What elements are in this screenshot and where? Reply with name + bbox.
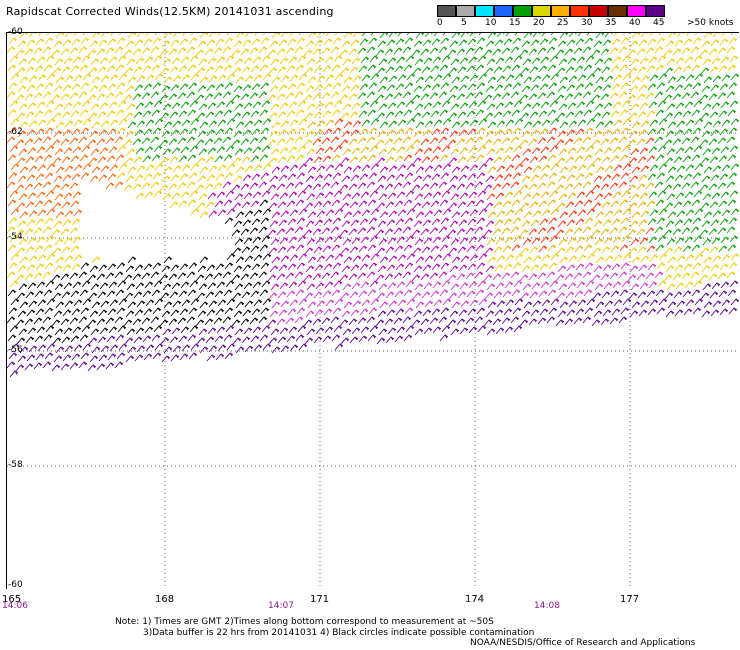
wind-barb-group [268,262,664,326]
lat-label-bottom: -60 [8,580,23,590]
legend-tick: 5 [461,18,467,28]
note-line-1: Note: 1) Times are GMT 2)Times along bot… [115,617,494,627]
legend-swatch [627,5,646,17]
legend-swatch [570,5,589,17]
time-label-1406: 14:06 [2,601,28,611]
wind-barb-group [207,157,495,291]
legend-swatch [437,5,456,17]
wind-map-plot [6,28,740,589]
note-line-2: 3)Data buffer is 22 hrs from 20141031 4)… [143,628,535,638]
wind-barb-group [307,118,656,253]
legend-tick: 25 [557,18,569,28]
legend-swatch [608,5,627,17]
time-label-1408: 14:08 [534,601,560,611]
legend-swatch [456,5,475,17]
lat-label-2: -62 [8,127,23,137]
legend-swatch [551,5,570,17]
legend-swatch [475,5,494,17]
wind-barb-field [6,28,740,589]
lon-label-168: 168 [155,594,175,605]
legend-tick: 40 [629,18,641,28]
legend-tick: 45 [653,18,665,28]
legend-swatch [646,5,665,17]
wind-barb-group [6,280,740,378]
lon-label-174: 174 [465,594,485,605]
legend-tick: 15 [509,18,521,28]
legend-swatch [589,5,608,17]
wind-barb-group [6,127,125,219]
legend-tick: 0 [437,18,443,28]
lat-label-3: -54 [8,232,23,242]
legend-tick: 35 [605,18,617,28]
lat-label-4: -56 [8,345,23,355]
lon-label-177: 177 [620,594,640,605]
legend-tick: 20 [533,18,545,28]
map-title: Rapidscat Corrected Winds(12.5KM) 201410… [6,5,334,18]
legend-tick: 30 [581,18,593,28]
wind-barb-group [312,118,656,253]
legend-unit-label: >50 knots [687,18,734,28]
legend-swatch [513,5,532,17]
lon-label-171: 171 [310,594,330,605]
legend-swatch [532,5,551,17]
lon-label-165: 165 [2,594,22,605]
legend-tick-labels: 0 5 10 15 20 25 30 35 40 45 [437,17,737,31]
wind-speed-legend: 0 5 10 15 20 25 30 35 40 45 >50 knots [437,5,737,33]
wind-barb-group [6,199,272,345]
wind-barb-group [6,28,740,291]
footnotes: Note: 1) Times are GMT 2)Times along bot… [115,617,534,639]
legend-swatch [494,5,513,17]
legend-tick: 10 [485,18,497,28]
legend-color-bar [437,5,737,17]
time-label-1407: 14:07 [268,601,294,611]
lat-label-top: -60 [8,27,23,37]
wind-barbs [6,28,740,378]
credit-line: NOAA/NESDIS/Office of Research and Appli… [470,638,696,648]
lat-label-5: -58 [8,460,23,470]
